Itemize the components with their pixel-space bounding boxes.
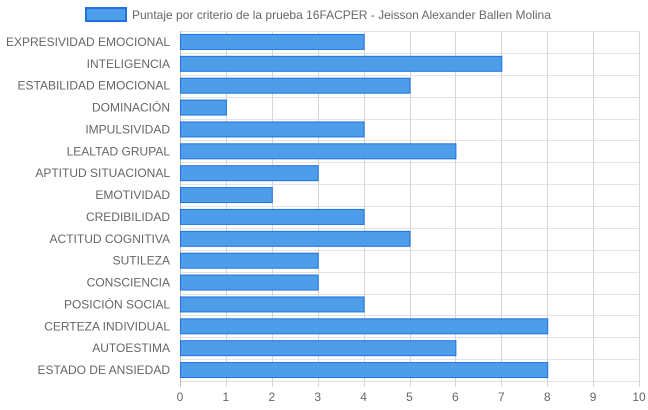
bar[interactable] (180, 77, 411, 94)
bar[interactable] (180, 143, 457, 160)
bar[interactable] (180, 208, 365, 225)
category-label: EMOTIVIDAD (95, 188, 170, 202)
category-label: ACTITUD COGNITIVA (50, 232, 170, 246)
bar[interactable] (180, 274, 319, 291)
category-label: POSICIÓN SOCIAL (64, 296, 170, 311)
category-label: CERTEZA INDIVIDUAL (44, 319, 170, 333)
x-tick-label: 1 (223, 390, 230, 404)
bar[interactable] (180, 340, 457, 357)
x-tick-label: 3 (314, 390, 321, 404)
bar[interactable] (180, 55, 503, 72)
x-tick-label: 5 (406, 390, 413, 404)
category-label: APTITUD SITUACIONAL (35, 166, 170, 180)
bar[interactable] (180, 33, 365, 50)
legend[interactable]: Puntaje por criterio de la prueba 16FACP… (85, 7, 551, 22)
category-label: CREDIBILIDAD (86, 210, 170, 224)
bar[interactable] (180, 165, 319, 182)
bar[interactable] (180, 296, 365, 313)
category-labels: EXPRESIVIDAD EMOCIONAL INTELIGENCIA ESTABI… (6, 35, 170, 377)
x-tick-labels: 0 1 2 3 4 5 6 7 8 9 10 (177, 390, 646, 404)
x-tick-label: 8 (544, 390, 551, 404)
x-tick-label: 10 (632, 390, 646, 404)
category-label: INTELIGENCIA (87, 57, 170, 71)
x-tick-label: 7 (498, 390, 505, 404)
category-label: DOMINACIÓN (92, 100, 170, 115)
category-label: CONSCIENCIA (87, 276, 170, 290)
x-tick-label: 9 (590, 390, 597, 404)
category-label: ESTADO DE ANSIEDAD (38, 363, 171, 377)
legend-label[interactable]: Puntaje por criterio de la prueba 16FACP… (132, 8, 551, 22)
category-label: IMPULSIVIDAD (85, 122, 170, 136)
bar[interactable] (180, 99, 227, 116)
category-label: SUTILEZA (113, 254, 170, 268)
legend-swatch[interactable] (85, 7, 127, 22)
x-tick-label: 2 (268, 390, 275, 404)
category-label: ESTABILIDAD EMOCIONAL (18, 79, 171, 93)
bar[interactable] (180, 318, 549, 335)
category-label: EXPRESIVIDAD EMOCIONAL (6, 35, 170, 49)
bar[interactable] (180, 187, 273, 204)
x-tick-label: 4 (360, 390, 367, 404)
category-label: AUTOESTIMA (92, 341, 170, 355)
category-label: LEALTAD GRUPAL (67, 144, 171, 158)
bar[interactable] (180, 362, 549, 379)
bar-layer (180, 33, 549, 379)
x-tick-label: 6 (452, 390, 459, 404)
bar[interactable] (180, 230, 411, 247)
bar[interactable] (180, 252, 319, 269)
x-tick-label: 0 (177, 390, 184, 404)
bar[interactable] (180, 121, 365, 138)
